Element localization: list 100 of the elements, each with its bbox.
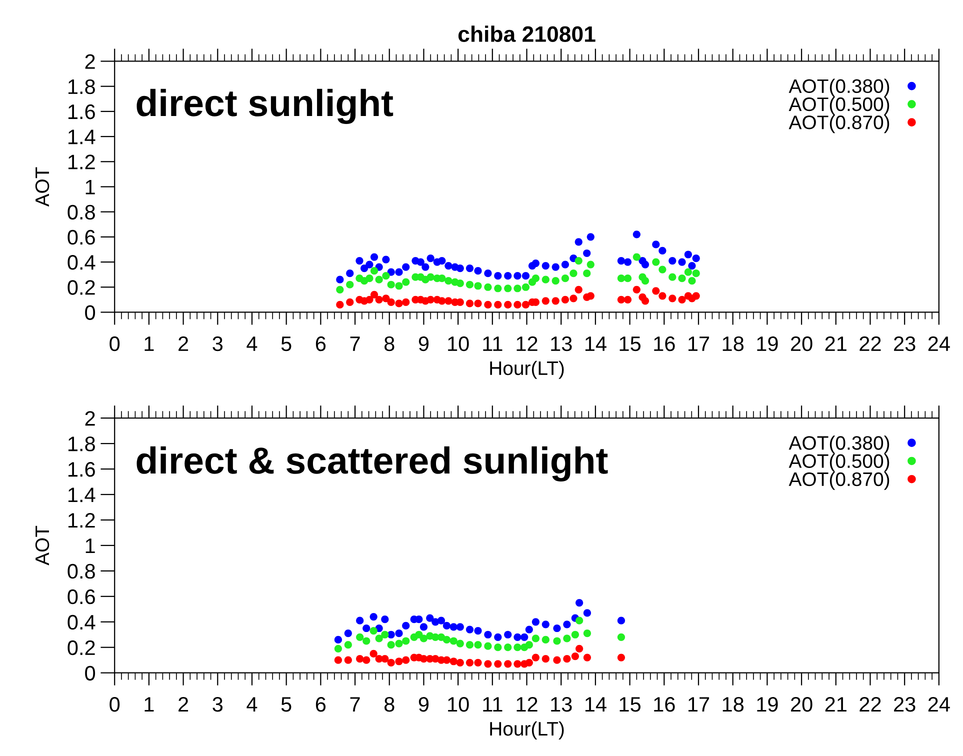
point (668, 294, 676, 302)
point (356, 256, 364, 265)
point (402, 263, 410, 271)
point (370, 612, 378, 621)
point (395, 640, 403, 648)
legend-label: AOT(0.380) (788, 78, 890, 97)
point (617, 654, 626, 662)
point (444, 277, 452, 285)
point (420, 623, 428, 631)
point (370, 290, 378, 298)
y-tick-label: 0 (85, 666, 96, 681)
point (570, 270, 578, 278)
point (450, 623, 458, 631)
point (344, 630, 352, 638)
point (504, 644, 512, 652)
y-tick-label: 1 (86, 538, 95, 554)
point (395, 658, 403, 666)
point (553, 637, 561, 645)
x-tick-label: 22 (860, 336, 881, 351)
point (362, 637, 370, 645)
x-tick-label: 16 (654, 336, 675, 352)
point (356, 633, 364, 641)
x-axis-title: Hour(LT) (490, 721, 564, 740)
point (375, 276, 383, 284)
point (563, 655, 571, 663)
point (563, 634, 571, 642)
x-tick-label: 7 (350, 697, 360, 712)
point (442, 622, 451, 630)
y-tick-label: 1.2 (68, 154, 95, 170)
point (456, 640, 464, 648)
point (692, 270, 700, 278)
point (444, 297, 452, 305)
point (416, 258, 424, 266)
point (678, 296, 686, 304)
point (484, 660, 492, 668)
point (522, 300, 530, 308)
point (542, 636, 550, 644)
point (552, 297, 560, 305)
point (617, 616, 626, 624)
point (504, 284, 512, 292)
y-tick-label: 1.8 (68, 79, 95, 94)
point (450, 637, 458, 645)
point (466, 658, 474, 666)
point (395, 268, 403, 276)
point (658, 292, 666, 300)
x-tick-label: 14 (585, 697, 606, 712)
point (532, 618, 540, 626)
point (438, 256, 446, 265)
point (381, 630, 389, 638)
x-tick-label: 13 (551, 697, 572, 712)
point (456, 658, 464, 666)
point (504, 630, 512, 638)
point (542, 655, 550, 663)
x-tick-label: 10 (448, 336, 469, 352)
point (494, 644, 502, 652)
y-tick-label: 0.2 (68, 640, 95, 656)
x-tick-label: 9 (418, 697, 429, 712)
x-tick-label: 8 (384, 697, 394, 712)
x-tick-label: 18 (722, 336, 744, 352)
point (632, 286, 640, 294)
y-tick-label: 2 (85, 411, 95, 426)
point (474, 641, 482, 649)
x-tick-label: 12 (516, 697, 538, 712)
point (525, 641, 533, 649)
point (532, 259, 540, 268)
point (346, 298, 354, 306)
point (684, 250, 692, 258)
y-tick-label: 1.4 (68, 130, 96, 144)
point (583, 630, 592, 638)
point (532, 634, 540, 642)
point (334, 644, 342, 652)
point (402, 278, 410, 286)
point (450, 658, 458, 666)
x-tick-label: 8 (384, 336, 394, 352)
y-tick-label: 1.4 (68, 488, 96, 502)
point (402, 656, 410, 664)
legend-label: AOT(0.870) (788, 114, 890, 134)
point (387, 658, 395, 666)
x-tick-label: 15 (620, 697, 641, 712)
point (542, 276, 550, 284)
point (532, 274, 540, 282)
point (375, 634, 383, 642)
point (360, 264, 368, 272)
annotation: direct & scattered sunlight (136, 446, 608, 482)
y-axis-title: AOT (35, 526, 50, 566)
point (570, 294, 578, 302)
legend-label: AOT(0.380) (788, 436, 890, 454)
point (641, 260, 650, 268)
point (532, 654, 540, 662)
x-tick-label: 14 (585, 336, 606, 351)
x-tick-label: 6 (316, 697, 326, 712)
x-tick-label: 18 (722, 697, 744, 712)
point (382, 294, 390, 302)
point (652, 240, 660, 248)
point (514, 633, 522, 641)
x-tick-label: 10 (448, 697, 469, 712)
point (334, 636, 342, 644)
point (444, 262, 452, 270)
point (334, 656, 342, 664)
point (576, 598, 584, 607)
